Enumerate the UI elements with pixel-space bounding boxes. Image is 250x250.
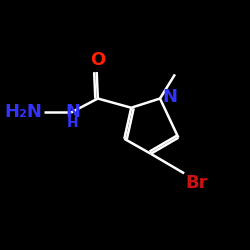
Text: N: N: [163, 88, 178, 106]
Text: H₂N: H₂N: [5, 103, 43, 121]
Text: Br: Br: [185, 174, 208, 192]
Text: N: N: [65, 103, 80, 121]
Text: O: O: [90, 51, 106, 69]
Text: H: H: [67, 116, 78, 130]
